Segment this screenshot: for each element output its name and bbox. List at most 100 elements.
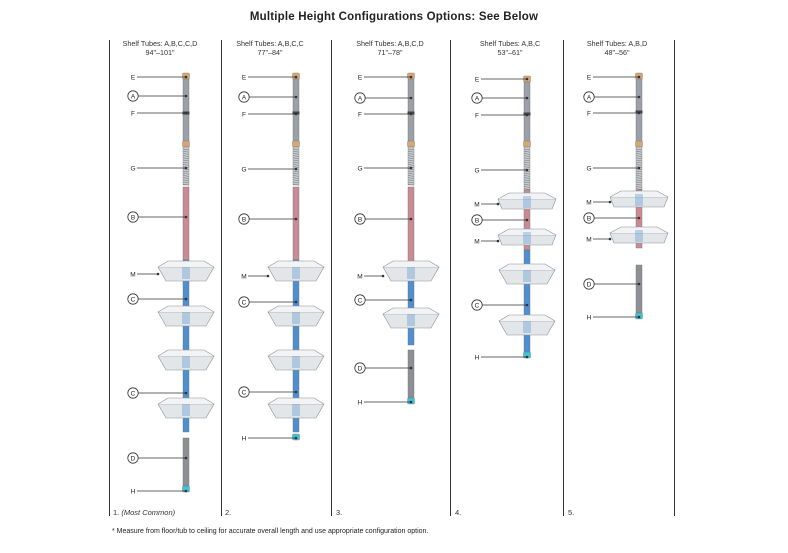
leader-dot	[294, 300, 298, 304]
part-label-e: E	[131, 74, 188, 81]
tray-collar	[182, 404, 190, 416]
label-circle	[127, 90, 139, 102]
tube-d	[182, 437, 190, 487]
label-circle	[583, 91, 595, 103]
column-1-number-value: 1.	[113, 508, 120, 517]
spring-coil	[523, 186, 531, 188]
spring-coil	[523, 161, 531, 164]
spring-coil	[407, 159, 415, 162]
label-text: C	[131, 296, 136, 303]
spring-coil	[292, 148, 300, 151]
column-5-number: 5.	[568, 508, 574, 517]
label-text: B	[475, 217, 479, 224]
spring-coil	[182, 155, 190, 157]
part-label-b: B	[127, 211, 188, 223]
label-text: C	[358, 297, 363, 304]
label-text: E	[131, 74, 136, 81]
spring-coil	[635, 181, 643, 184]
column-5-header: Shelf Tubes: A,B,D 48"–56"	[562, 39, 672, 57]
tray-rim	[609, 226, 669, 234]
spring-coil	[182, 172, 190, 175]
spring-coil	[407, 153, 415, 155]
label-text: H	[131, 488, 136, 495]
part-label-f: F	[131, 110, 188, 117]
shelf-tray	[267, 305, 325, 327]
label-circle	[354, 362, 366, 374]
spring-coil	[523, 166, 531, 168]
column-3-number-value: 3.	[336, 508, 343, 517]
tube-d	[635, 264, 643, 314]
part-label-h: H	[242, 435, 298, 442]
part-label-f: F	[358, 111, 413, 118]
spring-tube-g	[407, 146, 415, 186]
spring-coil	[292, 175, 300, 177]
connector-cap	[407, 140, 415, 148]
spring-coil	[182, 183, 190, 186]
spring-coil	[407, 183, 415, 186]
connector-cap	[635, 140, 643, 148]
label-text: G	[586, 165, 591, 172]
label-circle	[471, 92, 483, 104]
label-circle	[354, 213, 366, 225]
tray-rim	[157, 397, 215, 405]
label-text: C	[131, 390, 136, 397]
leader-dot	[184, 75, 188, 79]
label-text: G	[241, 166, 246, 173]
spring-coil	[407, 161, 415, 164]
leader-dot	[637, 282, 641, 286]
spring-coil	[292, 153, 300, 155]
tray-collar	[407, 314, 415, 326]
tray-rim	[497, 228, 557, 236]
tray-rim	[157, 305, 215, 313]
spring-coil	[635, 188, 643, 190]
column-3-header: Shelf Tubes: A,B,C,D 71"–78"	[335, 39, 445, 57]
spring-coil	[292, 150, 300, 153]
leader-dot	[409, 75, 413, 79]
spring-coil	[635, 177, 643, 179]
spring-coil	[407, 157, 415, 160]
spring-body	[182, 146, 190, 186]
tray-collar	[292, 312, 300, 324]
leader-dot	[525, 77, 529, 81]
shelf-tray	[267, 397, 325, 419]
part-label-g: G	[130, 165, 188, 172]
label-text: F	[587, 110, 591, 117]
tray-collar	[523, 232, 531, 244]
spring-coil	[292, 157, 300, 160]
part-label-g: G	[586, 165, 641, 172]
label-circle	[127, 293, 139, 305]
tube-b	[407, 186, 415, 263]
spring-coil	[292, 164, 300, 166]
label-text: H	[242, 435, 247, 442]
column-1-note: (Most Common)	[121, 508, 176, 517]
part-label-c: C	[238, 296, 298, 308]
shelf-tray	[497, 228, 557, 246]
label-circle	[354, 92, 366, 104]
part-label-c: C	[127, 293, 188, 305]
leader-dot	[525, 218, 529, 222]
label-text: E	[358, 74, 363, 81]
shelf-tray	[267, 260, 325, 282]
column-1-tubes: Shelf Tubes: A,B,C,C,D	[122, 39, 198, 48]
shelf-tray	[382, 260, 440, 282]
shelf-tray	[267, 349, 325, 371]
label-circle	[354, 294, 366, 306]
spring-coil	[292, 155, 300, 157]
column-1-number: 1. (Most Common)	[113, 508, 175, 517]
label-text: F	[475, 112, 479, 119]
part-label-b: B	[471, 214, 529, 226]
spring-coil	[407, 177, 415, 179]
part-label-h: H	[587, 314, 641, 321]
spring-coil	[523, 175, 531, 177]
label-text: D	[358, 365, 363, 372]
spring-coil	[635, 179, 643, 182]
part-label-m: M	[474, 201, 500, 208]
spring-tube-g	[523, 146, 531, 191]
leader-dot	[637, 111, 641, 115]
tray-collar	[292, 356, 300, 368]
leader-dot	[184, 166, 188, 170]
part-label-b: B	[583, 212, 641, 224]
label-text: H	[358, 399, 363, 406]
label-text: F	[242, 111, 246, 118]
spring-coil	[523, 155, 531, 157]
